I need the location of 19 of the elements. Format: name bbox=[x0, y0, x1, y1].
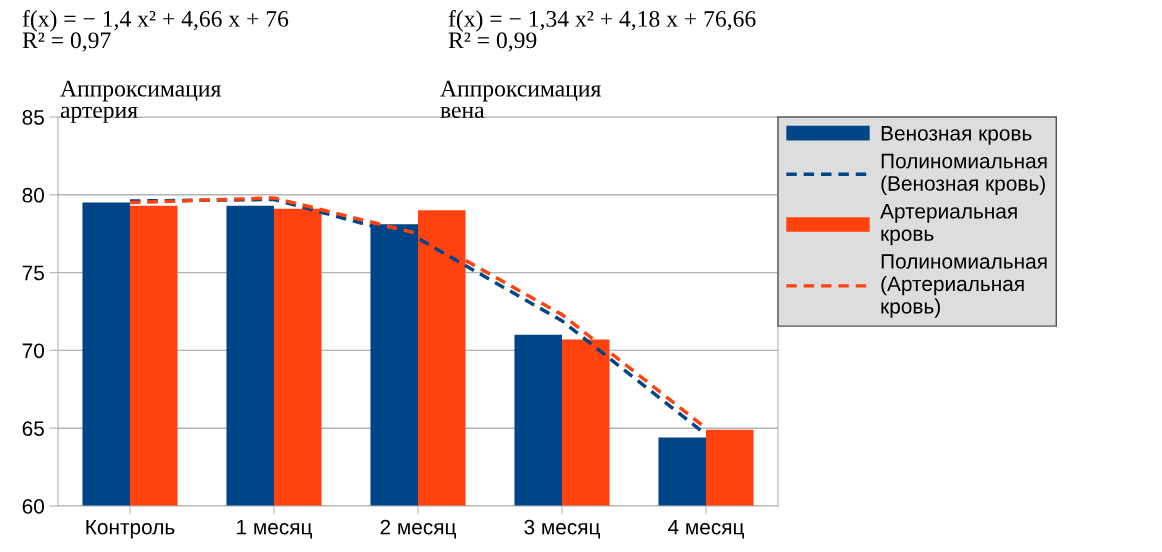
y-tick-label: 75 bbox=[22, 265, 44, 281]
x-tick-label: Контроль bbox=[86, 519, 175, 539]
legend-label: Полиномиальная (Венозная кровь) bbox=[881, 153, 1047, 195]
text: f(x) = − 1,4 x² + 4,66 x + 76 R² = 0,97 bbox=[22, 10, 289, 52]
annotation: Аппроксимация артерия bbox=[60, 80, 221, 123]
legend-label: Полиномиальная (Артериальная кровь) bbox=[881, 254, 1047, 318]
x-tick-label: 3 месяц bbox=[524, 519, 600, 539]
legend-label: Венозная кровь bbox=[881, 126, 1032, 145]
x-tick-label: 4 месяц bbox=[668, 519, 744, 539]
y-tick-label: 85 bbox=[22, 110, 44, 125]
annotation: Аппроксимация вена bbox=[440, 80, 601, 119]
y-tick-label: 60 bbox=[22, 499, 44, 514]
text: f(x) = − 1,34 x² + 4,18 x + 76,66 R² = 0,99 bbox=[448, 10, 756, 52]
y-tick-label: 80 bbox=[22, 187, 44, 203]
x-tick-label: 2 месяц bbox=[380, 519, 456, 539]
x-tick-label: 1 месяц bbox=[237, 519, 312, 539]
y-tick-label: 70 bbox=[22, 343, 44, 359]
legend-label: Артериальная кровь bbox=[880, 204, 1017, 246]
y-tick-label: 65 bbox=[22, 421, 44, 436]
